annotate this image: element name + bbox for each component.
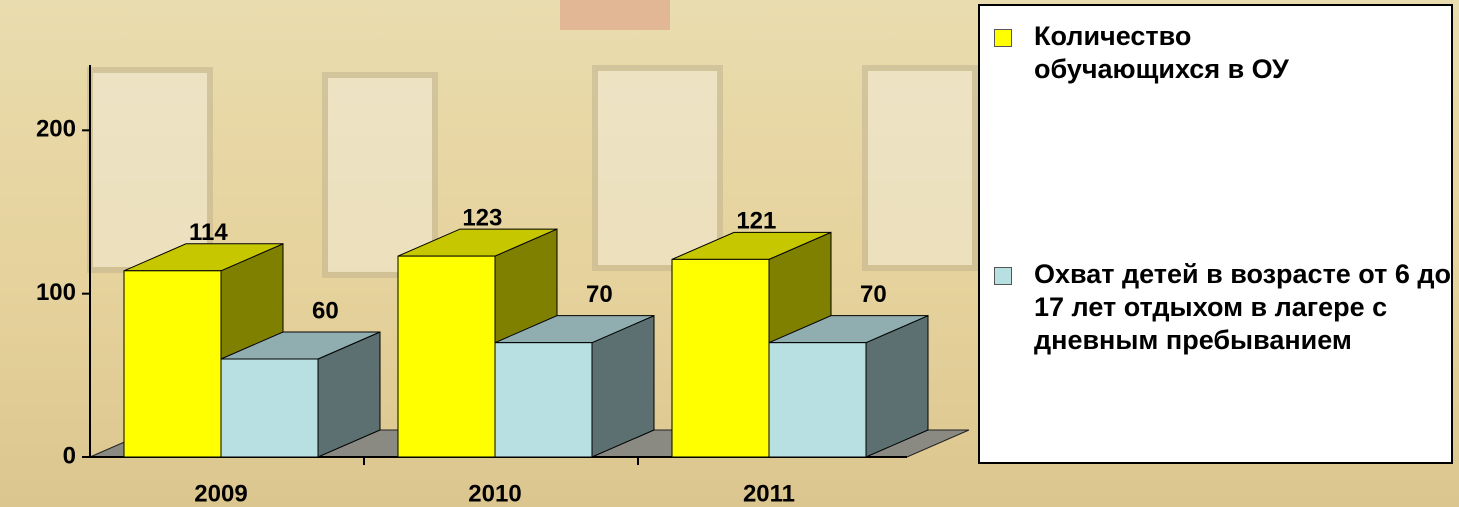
x-tick-label: 2011 [743, 480, 795, 507]
bar [220, 331, 381, 458]
legend-label: Количество обучающихся в ОУ [1034, 21, 1289, 84]
bar-front [494, 342, 593, 458]
bar-front [768, 342, 867, 458]
legend-swatch [994, 29, 1012, 47]
legend-entry: Охват детей в возрасте от 6 до 17 лет от… [994, 258, 1459, 357]
background-windows [87, 0, 978, 278]
legend: Количество обучающихся в ОУ Охват детей в… [978, 4, 1453, 464]
data-label: 60 [312, 297, 339, 324]
bar [768, 314, 929, 458]
legend-entry: Количество обучающихся в ОУ [994, 20, 1294, 86]
bar [494, 314, 655, 458]
bar-front [220, 358, 319, 458]
data-label: 70 [860, 281, 887, 308]
data-label: 121 [736, 208, 776, 235]
legend-label: Охват детей в возрасте от 6 до 17 лет от… [1034, 259, 1451, 355]
bar-front [671, 258, 770, 458]
legend-swatch [994, 267, 1012, 285]
y-tick-label: 200 [36, 116, 76, 143]
data-label: 70 [586, 281, 613, 308]
bar-front [123, 270, 222, 458]
data-label: 114 [189, 219, 228, 246]
x-tick-label: 2009 [194, 480, 247, 507]
y-tick-label: 0 [63, 442, 76, 469]
data-label: 123 [462, 204, 502, 231]
x-tick-label: 2010 [468, 480, 521, 507]
bar-front [397, 255, 496, 458]
y-tick-label: 100 [36, 279, 76, 306]
